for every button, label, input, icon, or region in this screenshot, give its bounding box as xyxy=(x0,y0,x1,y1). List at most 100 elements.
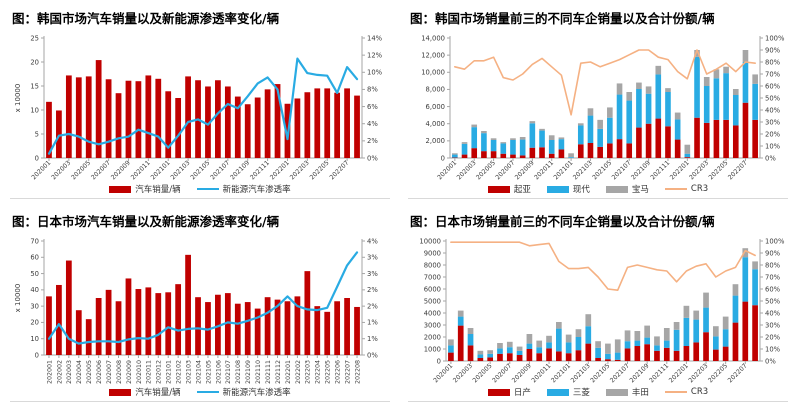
japan-top3-legend: 日产 三菱 丰田 CR3 xyxy=(408,385,788,399)
svg-text:202009: 202009 xyxy=(110,159,132,181)
korea-sales-chart-canvas: 0 5 10 15 20 25 0% 2% 4% 6% 8% 10% 12% 14% x 10000 2020… xyxy=(14,34,383,181)
svg-text:202110: 202110 xyxy=(255,360,262,384)
legend-label: CR3 xyxy=(690,387,709,397)
svg-text:6,000: 6,000 xyxy=(426,103,445,111)
svg-text:7000: 7000 xyxy=(424,273,441,281)
svg-text:202202: 202202 xyxy=(295,360,302,384)
svg-text:30%: 30% xyxy=(765,118,781,126)
svg-text:40%: 40% xyxy=(765,106,781,114)
svg-text:60: 60 xyxy=(30,254,39,262)
legend-item: 三菱 xyxy=(546,386,590,398)
svg-text:4,000: 4,000 xyxy=(426,120,445,128)
legend-label: 现代 xyxy=(572,185,590,195)
legend-bar-swatch xyxy=(546,185,569,193)
svg-text:202011: 202011 xyxy=(533,159,555,181)
svg-text:202004: 202004 xyxy=(76,360,83,384)
svg-text:90%: 90% xyxy=(765,249,781,257)
svg-text:80%: 80% xyxy=(765,58,781,66)
legend-label: 三菱 xyxy=(572,388,590,398)
legend-item: 新能源汽车渗透率 xyxy=(196,386,291,398)
svg-text:202201: 202201 xyxy=(285,360,292,384)
svg-text:0: 0 xyxy=(35,351,39,359)
svg-text:202103: 202103 xyxy=(185,360,192,384)
svg-text:202208: 202208 xyxy=(354,360,361,384)
svg-text:x 10000: x 10000 xyxy=(14,284,22,313)
svg-text:1%: 1% xyxy=(367,335,378,343)
svg-text:10,000: 10,000 xyxy=(421,69,445,77)
svg-text:70%: 70% xyxy=(765,70,781,78)
svg-text:202102: 202102 xyxy=(176,360,183,384)
svg-text:30: 30 xyxy=(30,302,39,310)
legend-item: 丰田 xyxy=(605,386,649,398)
legend-label: 丰田 xyxy=(631,388,649,398)
svg-text:10: 10 xyxy=(30,106,39,114)
legend-label: 起亚 xyxy=(513,185,531,195)
svg-text:202101: 202101 xyxy=(553,159,575,181)
svg-text:202103: 202103 xyxy=(170,159,192,181)
legend-item: CR3 xyxy=(664,387,709,397)
svg-text:8,000: 8,000 xyxy=(426,86,445,94)
svg-text:202007: 202007 xyxy=(494,159,516,181)
legend-bar-swatch xyxy=(109,388,132,396)
svg-text:202002: 202002 xyxy=(56,360,63,384)
svg-text:202008: 202008 xyxy=(116,360,123,384)
svg-text:202104: 202104 xyxy=(195,360,202,384)
legend-item: CR3 xyxy=(664,184,709,194)
svg-text:0%: 0% xyxy=(367,351,378,359)
svg-text:2%: 2% xyxy=(367,286,378,294)
svg-text:25: 25 xyxy=(30,34,39,42)
svg-text:10%: 10% xyxy=(367,69,383,77)
svg-text:50%: 50% xyxy=(765,297,781,305)
legend-item: 现代 xyxy=(546,183,590,195)
svg-text:202106: 202106 xyxy=(215,360,222,384)
svg-text:202205: 202205 xyxy=(708,159,730,181)
chart-title-korea-top3: 图：韩国市场销量前三的不同车企销量以及合计份额/辆 xyxy=(410,11,715,26)
svg-text:90%: 90% xyxy=(765,46,781,54)
svg-text:202001: 202001 xyxy=(46,360,53,384)
panel-korea-sales: 图：韩国市场汽车销量以及新能源渗透率变化/辆 0 5 10 15 20 25 0% 2% 4% 6… xyxy=(10,6,390,199)
svg-text:15: 15 xyxy=(30,82,39,90)
legend-line-swatch xyxy=(196,390,219,394)
svg-text:202105: 202105 xyxy=(205,360,212,384)
svg-text:5: 5 xyxy=(35,130,39,138)
svg-text:202203: 202203 xyxy=(688,159,710,181)
svg-text:202207: 202207 xyxy=(727,362,749,384)
svg-text:202201: 202201 xyxy=(669,159,691,181)
legend-label: 日产 xyxy=(513,388,531,398)
svg-text:202206: 202206 xyxy=(335,360,342,384)
legend-label: CR3 xyxy=(690,184,709,194)
legend-label: 汽车销量/辆 xyxy=(135,185,181,195)
svg-text:202003: 202003 xyxy=(452,362,474,384)
svg-text:202111: 202111 xyxy=(249,159,271,181)
panel-japan-sales: 图：日本市场汽车销量以及新能源渗透率变化/辆 0 10 20 30 40 50 60 70 0%… xyxy=(10,209,390,402)
svg-text:202005: 202005 xyxy=(70,159,92,181)
svg-text:202207: 202207 xyxy=(344,360,351,384)
svg-text:40: 40 xyxy=(30,286,39,294)
svg-text:202205: 202205 xyxy=(707,362,729,384)
svg-text:1000: 1000 xyxy=(424,345,441,353)
svg-text:202011: 202011 xyxy=(130,159,152,181)
svg-text:14%: 14% xyxy=(367,34,383,42)
svg-text:202109: 202109 xyxy=(229,159,251,181)
svg-text:202007: 202007 xyxy=(106,360,113,384)
legend-line-swatch xyxy=(664,187,687,191)
svg-text:202203: 202203 xyxy=(305,360,312,384)
svg-text:202111: 202111 xyxy=(648,362,670,384)
svg-text:202107: 202107 xyxy=(225,360,232,384)
svg-text:202003: 202003 xyxy=(456,159,478,181)
svg-text:4000: 4000 xyxy=(424,309,441,317)
svg-text:202101: 202101 xyxy=(150,159,172,181)
legend-bar-swatch xyxy=(109,185,132,193)
svg-text:202007: 202007 xyxy=(491,362,513,384)
svg-text:3%: 3% xyxy=(367,254,378,262)
legend-item: 汽车销量/辆 xyxy=(109,183,181,195)
japan-top3-chart-canvas: 0 1000 2000 3000 4000 5000 6000 7000 8000 9000 100… xyxy=(419,237,785,384)
svg-text:10%: 10% xyxy=(765,345,781,353)
legend-label: 新能源汽车渗透率 xyxy=(222,185,291,195)
svg-text:60%: 60% xyxy=(765,285,781,293)
svg-text:10000: 10000 xyxy=(419,237,441,245)
svg-text:50%: 50% xyxy=(765,94,781,102)
svg-text:2,000: 2,000 xyxy=(426,137,445,145)
chart-title-korea-sales: 图：韩国市场汽车销量以及新能源渗透率变化/辆 xyxy=(12,11,280,26)
